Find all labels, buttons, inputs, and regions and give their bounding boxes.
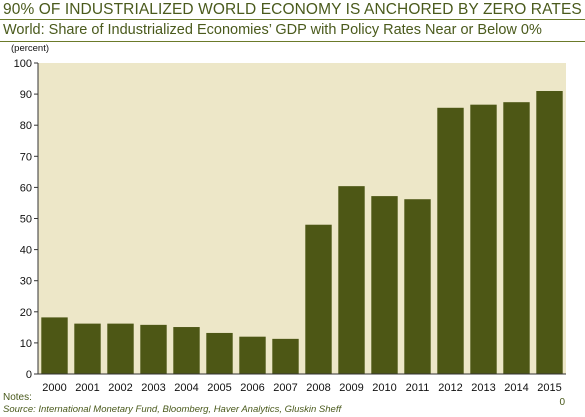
x-tick-label: 2000	[42, 382, 66, 394]
x-tick-label: 2014	[504, 382, 528, 394]
x-tick-label: 2012	[438, 382, 462, 394]
page-number: 0	[559, 397, 565, 408]
x-tick-label: 2010	[372, 382, 396, 394]
y-tick-label: 40	[20, 245, 32, 257]
x-tick-label: 2011	[406, 382, 430, 394]
x-tick-label: 2005	[207, 382, 231, 394]
y-tick-label: 70	[20, 151, 32, 163]
bar-2002	[107, 323, 134, 374]
source-note: Source: International Monetary Fund, Blo…	[3, 404, 342, 415]
y-axis-unit-label: (percent)	[11, 43, 50, 54]
bar-2006	[239, 336, 266, 374]
bar-2007	[272, 338, 299, 374]
bar-2008	[305, 224, 332, 374]
y-tick-label: 60	[20, 182, 32, 194]
y-tick-label: 10	[20, 338, 32, 350]
y-tick-label: 80	[20, 120, 32, 132]
bar-2015	[536, 90, 563, 375]
chart-headline: 90% OF INDUSTRIALIZED WORLD ECONOMY IS A…	[3, 1, 582, 18]
y-tick-label: 0	[26, 369, 32, 381]
bar-2012	[437, 107, 464, 374]
bar-2011	[404, 199, 431, 374]
x-tick-label: 2008	[306, 382, 330, 394]
bar-2009	[338, 186, 365, 374]
x-tick-label: 2002	[108, 382, 132, 394]
chart-subtitle: World: Share of Industrialized Economies…	[3, 22, 542, 38]
bar-2001	[74, 323, 101, 374]
headline-rule	[0, 19, 585, 20]
y-tick-label: 50	[20, 214, 32, 226]
bar-2014	[503, 102, 530, 374]
subtitle-rule	[0, 41, 585, 42]
y-tick-label: 20	[20, 307, 32, 319]
bar-2004	[173, 327, 200, 374]
bar-2003	[140, 324, 167, 374]
bar-2013	[470, 104, 497, 374]
x-tick-label: 2013	[471, 382, 495, 394]
x-tick-label: 2004	[174, 382, 198, 394]
y-tick-label: 30	[20, 276, 32, 288]
x-tick-label: 2009	[339, 382, 363, 394]
notes-label: Notes:	[3, 392, 32, 403]
x-tick-label: 2007	[273, 382, 297, 394]
y-tick-label: 100	[14, 58, 32, 70]
x-tick-label: 2001	[75, 382, 99, 394]
bar-2000	[41, 317, 68, 374]
bar-2005	[206, 332, 233, 374]
y-tick-label: 90	[20, 89, 32, 101]
x-tick-label: 2006	[240, 382, 264, 394]
x-tick-label: 2003	[141, 382, 165, 394]
bar-2010	[371, 196, 398, 374]
x-tick-label: 2015	[537, 382, 561, 394]
